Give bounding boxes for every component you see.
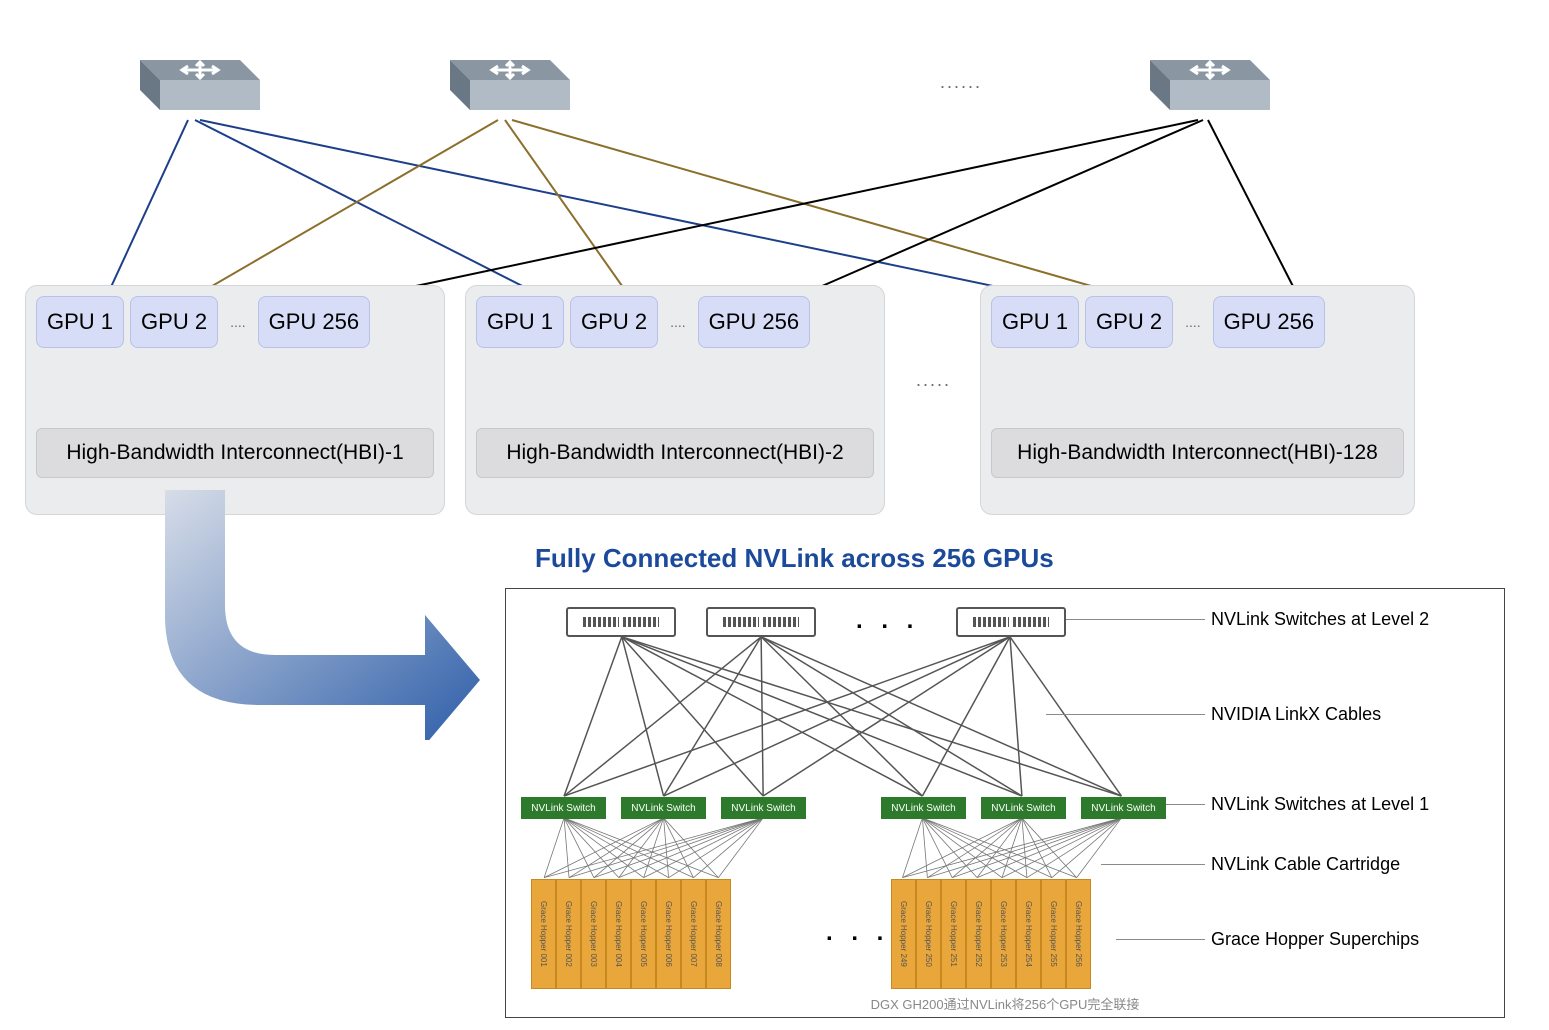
cluster-3: GPU 1 GPU 2 .... GPU 256 High-Bandwidth … <box>980 285 1415 515</box>
callout-arrow-icon <box>110 490 480 740</box>
l1-nvswitch: NVLink Switch <box>721 797 806 819</box>
cluster-2: GPU 1 GPU 2 .... GPU 256 High-Bandwidth … <box>465 285 885 515</box>
l1-nvswitch: NVLink Switch <box>981 797 1066 819</box>
gpu-box: GPU 2 <box>570 296 658 348</box>
diagram-root: ...... GPU 1 GPU 2 .... GPU 256 High-Ban… <box>0 0 1549 1030</box>
top-switch-2 <box>430 40 570 120</box>
annotation-leader-line <box>1046 714 1205 715</box>
gpu-ellipsis: .... <box>224 314 252 330</box>
annotation-leader-line <box>1066 619 1205 620</box>
chip: Grace Hopper 004 <box>606 879 631 989</box>
gpu-box: GPU 2 <box>1085 296 1173 348</box>
top-switch-3 <box>1130 40 1270 120</box>
chip: Grace Hopper 256 <box>1066 879 1091 989</box>
annotation-label: NVLink Cable Cartridge <box>1211 854 1471 876</box>
gpu-box: GPU 1 <box>991 296 1079 348</box>
l1-nvswitch: NVLink Switch <box>1081 797 1166 819</box>
annotation-leader-line <box>1116 939 1205 940</box>
chip: Grace Hopper 003 <box>581 879 606 989</box>
chip: Grace Hopper 002 <box>556 879 581 989</box>
annotation-label: NVLink Switches at Level 2 <box>1211 609 1471 631</box>
gpu-box: GPU 256 <box>1213 296 1326 348</box>
chip: Grace Hopper 250 <box>916 879 941 989</box>
lower-diagram: . . . NVLink Switch NVLink Switch NVLink… <box>505 588 1505 1018</box>
gpu-ellipsis: .... <box>664 314 692 330</box>
cluster-ellipsis: ..... <box>916 370 951 391</box>
chip: Grace Hopper 251 <box>941 879 966 989</box>
lower-caption: DGX GH200通过NVLink将256个GPU完全联接 <box>871 994 1140 1013</box>
hbi-box: High-Bandwidth Interconnect(HBI)-128 <box>991 428 1404 478</box>
l2-switch <box>706 607 816 637</box>
chip: Grace Hopper 253 <box>991 879 1016 989</box>
chip: Grace Hopper 249 <box>891 879 916 989</box>
lower-title: Fully Connected NVLink across 256 GPUs <box>535 543 1054 574</box>
cluster-3-gpu-row: GPU 1 GPU 2 .... GPU 256 <box>991 296 1404 348</box>
annotation-label: Grace Hopper Superchips <box>1211 929 1471 951</box>
gpu-box: GPU 1 <box>476 296 564 348</box>
l2-ellipsis: . . . <box>856 607 919 635</box>
annotation-leader-line <box>1166 804 1205 805</box>
l2-switch <box>956 607 1066 637</box>
hbi-box: High-Bandwidth Interconnect(HBI)-1 <box>36 428 434 478</box>
chip: Grace Hopper 252 <box>966 879 991 989</box>
annotation-label: NVLink Switches at Level 1 <box>1211 794 1471 816</box>
l1-nvswitch: NVLink Switch <box>881 797 966 819</box>
chip: Grace Hopper 001 <box>531 879 556 989</box>
chip: Grace Hopper 007 <box>681 879 706 989</box>
chips-left: Grace Hopper 001Grace Hopper 002Grace Ho… <box>531 879 731 989</box>
gpu-ellipsis: .... <box>1179 314 1207 330</box>
gpu-box: GPU 1 <box>36 296 124 348</box>
chips-ellipsis: . . . <box>826 919 889 947</box>
annotation-label: NVIDIA LinkX Cables <box>1211 704 1471 726</box>
top-switch-1 <box>120 40 260 120</box>
hbi-box: High-Bandwidth Interconnect(HBI)-2 <box>476 428 874 478</box>
gpu-box: GPU 2 <box>130 296 218 348</box>
top-switch-ellipsis: ...... <box>940 72 982 93</box>
chip: Grace Hopper 254 <box>1016 879 1041 989</box>
cluster-2-gpu-row: GPU 1 GPU 2 .... GPU 256 <box>476 296 874 348</box>
annotation-leader-line <box>1101 864 1205 865</box>
chip: Grace Hopper 008 <box>706 879 731 989</box>
chip: Grace Hopper 006 <box>656 879 681 989</box>
cluster-1: GPU 1 GPU 2 .... GPU 256 High-Bandwidth … <box>25 285 445 515</box>
gpu-box: GPU 256 <box>258 296 371 348</box>
chip: Grace Hopper 005 <box>631 879 656 989</box>
l1-nvswitch: NVLink Switch <box>621 797 706 819</box>
l1-nvswitch: NVLink Switch <box>521 797 606 819</box>
cluster-1-gpu-row: GPU 1 GPU 2 .... GPU 256 <box>36 296 434 348</box>
l2-switch <box>566 607 676 637</box>
chips-right: Grace Hopper 249Grace Hopper 250Grace Ho… <box>891 879 1091 989</box>
gpu-box: GPU 256 <box>698 296 811 348</box>
chip: Grace Hopper 255 <box>1041 879 1066 989</box>
